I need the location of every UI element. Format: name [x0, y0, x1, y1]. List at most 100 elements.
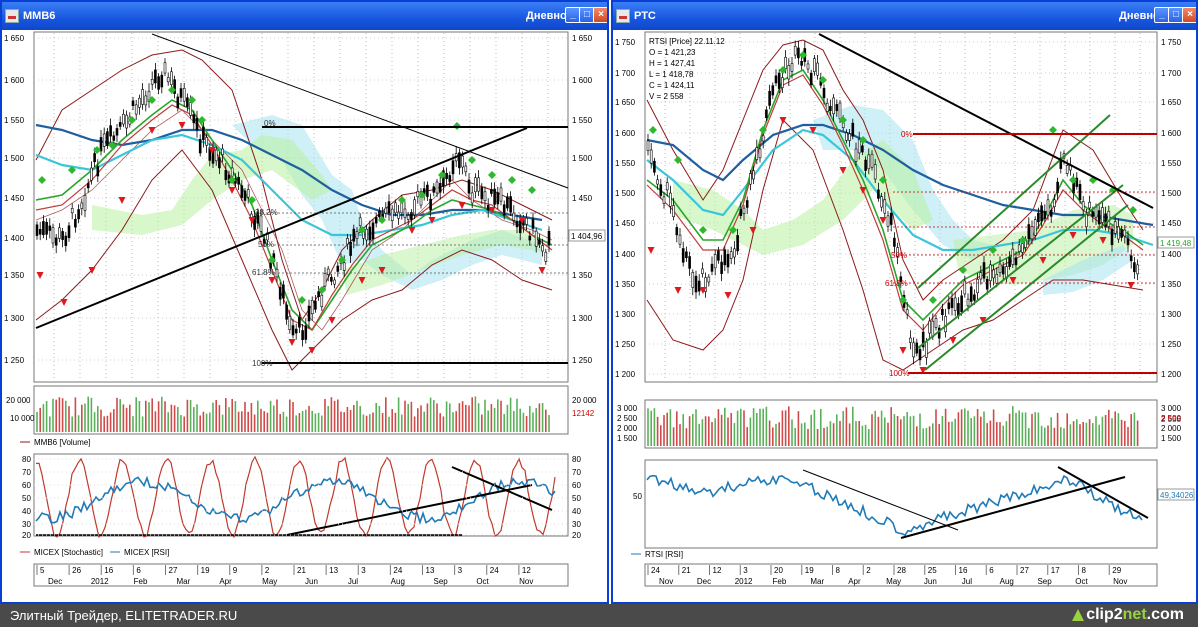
- candle-body: [1011, 248, 1015, 265]
- date-month-label: Feb: [134, 577, 148, 586]
- candle-body: [704, 277, 707, 292]
- candle-body: [326, 268, 330, 275]
- candle-body: [499, 187, 503, 202]
- buy-signal-marker: [879, 176, 887, 184]
- sell-signal-marker: [1127, 282, 1135, 289]
- date-day-label: 21: [682, 566, 691, 575]
- bollinger-upper: [35, 49, 553, 322]
- candle-body: [490, 189, 493, 194]
- bollinger-lower: [646, 119, 1144, 371]
- candle-body: [461, 155, 464, 168]
- candle-body: [387, 201, 391, 214]
- candle-body: [720, 261, 723, 274]
- candle-body: [1110, 228, 1114, 246]
- candle-body: [1027, 224, 1031, 240]
- buy-signal-marker: [298, 296, 306, 304]
- candle-body: [70, 207, 74, 214]
- price-chart-svg[interactable]: 0% 38.2% 50% 61.8% 100% 1 650 1 650 1 600 1…: [2, 30, 607, 604]
- candle-body: [45, 221, 48, 235]
- price-tick-left: 1 250: [615, 340, 636, 349]
- candle-body: [141, 89, 144, 105]
- vol-tick-right: 2 000: [1161, 424, 1182, 433]
- candle-body: [221, 148, 224, 155]
- candle-body: [90, 167, 93, 181]
- candle-body: [403, 208, 407, 219]
- info-line-1: O = 1 421,23: [649, 48, 696, 57]
- sell-signal-marker: [248, 217, 256, 224]
- close-button[interactable]: ×: [593, 7, 607, 23]
- fib-label-100: 100%: [889, 369, 909, 378]
- candle-body: [202, 126, 205, 140]
- date-day-label: 9: [233, 566, 238, 575]
- price-tick-left: 1 600: [4, 76, 25, 85]
- close-button[interactable]: ×: [1182, 7, 1196, 23]
- candle-body: [691, 272, 695, 288]
- buy-signal-marker: [68, 166, 76, 174]
- buy-signal-marker: [959, 266, 967, 274]
- price-tick-left: 1 550: [4, 116, 25, 125]
- candle-body: [259, 215, 263, 232]
- candle-body: [1081, 201, 1085, 211]
- candle-body: [525, 217, 528, 225]
- buy-signal-marker: [1069, 176, 1077, 184]
- osc-tick-left: 30: [22, 520, 31, 529]
- candle-body: [797, 47, 800, 59]
- channel-upper: [917, 114, 1111, 289]
- osc-tick-left: 60: [22, 481, 31, 490]
- candle-body: [186, 97, 189, 107]
- candle-body: [893, 237, 896, 247]
- sell-signal-marker: [518, 217, 526, 224]
- date-labels: 24 21 12 3 20 19 8 2 28 25 16 6 27 17 8 29 Nov Dec 2012 Feb…: [647, 565, 1127, 586]
- candle-body: [697, 280, 701, 292]
- buy-signal-marker: [1019, 236, 1027, 244]
- candle-body: [451, 160, 455, 175]
- price-tick-left: 1 450: [4, 194, 25, 203]
- date-day-label: 3: [458, 566, 463, 575]
- micex-chart-window[interactable]: MMB6 Дневной _ □ ×: [0, 0, 609, 604]
- sell-signal-marker: [1099, 237, 1107, 244]
- buy-signal-marker: [168, 86, 176, 94]
- price-chart-svg[interactable]: 0% 50% 61.8% 100% RTSI [Price] 22.11.12 …: [613, 30, 1196, 604]
- candle-body: [256, 211, 260, 224]
- candle-body: [793, 45, 797, 56]
- brand-logo-text: clip2net.com: [1086, 606, 1184, 624]
- buy-signal-marker: [378, 216, 386, 224]
- title-bar[interactable]: РТС Дневной _ □ ×: [613, 2, 1196, 30]
- buy-signal-marker: [699, 226, 707, 234]
- signal-markers: [36, 86, 546, 354]
- candle-body: [496, 192, 500, 205]
- price-tick-right: 1 350: [572, 271, 593, 280]
- fib-label-61: 61.8%: [885, 279, 908, 288]
- buy-signal-marker: [188, 96, 196, 104]
- price-tick-right: 1 700: [1161, 69, 1182, 78]
- maximize-button[interactable]: □: [1168, 7, 1184, 23]
- brand-a: clip2: [1086, 606, 1123, 623]
- candle-body: [662, 196, 666, 204]
- candle-body: [179, 88, 183, 98]
- buy-signal-marker: [899, 296, 907, 304]
- title-bar[interactable]: MMB6 Дневной _ □ ×: [2, 2, 607, 30]
- buy-signal-marker: [228, 176, 236, 184]
- buy-signal-marker: [839, 116, 847, 124]
- candle-body: [544, 251, 548, 262]
- candle-body: [989, 264, 992, 282]
- buy-signal-marker: [358, 226, 366, 234]
- rts-chart-window[interactable]: РТС Дневной _ □ ×: [611, 0, 1198, 604]
- candle-body: [38, 228, 42, 235]
- candles: [646, 40, 1139, 366]
- osc-tick-left: 40: [22, 507, 31, 516]
- candle-body: [822, 87, 826, 99]
- candle-body: [1123, 229, 1127, 237]
- vol-tick-left: 2 000: [617, 424, 638, 433]
- candle-body: [138, 97, 141, 108]
- candle-body: [336, 265, 340, 272]
- candle-body: [509, 196, 512, 213]
- price-tick-right: 1 300: [1161, 310, 1182, 319]
- candle-body: [410, 212, 413, 220]
- date-month-label: Jun: [924, 577, 937, 586]
- candle-body: [928, 320, 931, 334]
- timeframe-label[interactable]: Дневной: [526, 10, 574, 22]
- candle-body: [649, 149, 653, 164]
- candle-body: [355, 231, 359, 239]
- candle-body: [483, 191, 487, 202]
